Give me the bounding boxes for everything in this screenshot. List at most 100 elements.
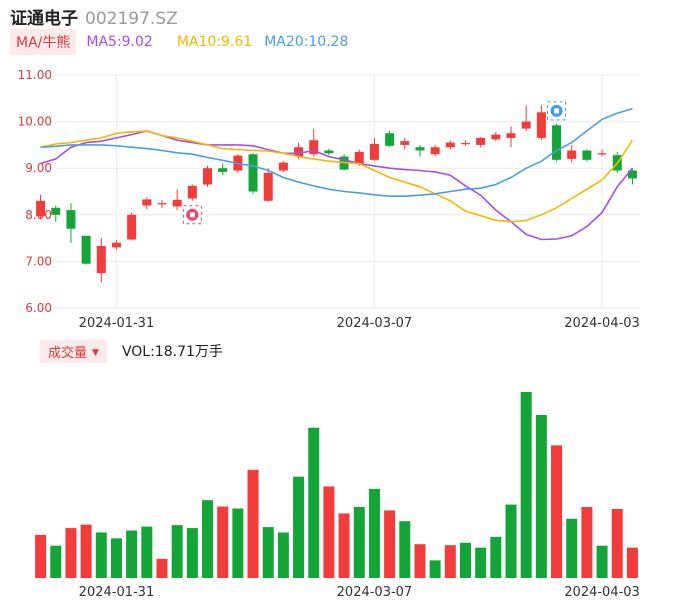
candle-body xyxy=(203,168,213,185)
volume-bar xyxy=(505,504,517,578)
candle-body xyxy=(536,112,546,138)
ma5-legend: MA5:9.02 xyxy=(86,34,153,50)
volume-x-tick-label: 2024-04-03 xyxy=(564,585,640,600)
candle-body xyxy=(430,147,440,155)
volume-bar xyxy=(490,536,502,578)
volume-bar xyxy=(293,476,305,578)
volume-bar xyxy=(247,469,259,578)
volume-bar xyxy=(171,525,183,578)
volume-bar xyxy=(566,518,578,578)
volume-bar xyxy=(186,528,198,578)
volume-bar xyxy=(596,545,608,578)
volume-bar xyxy=(126,530,138,578)
x-tick-label: 2024-01-31 xyxy=(79,316,155,331)
volume-bar xyxy=(551,445,563,578)
volume-bar xyxy=(459,542,471,578)
volume-bar xyxy=(323,486,335,578)
volume-bar xyxy=(50,545,62,578)
candle-body xyxy=(354,151,364,164)
y-tick-label: 10.00 xyxy=(18,115,52,129)
volume-bar xyxy=(308,427,320,578)
candle-body xyxy=(582,150,592,160)
candle-body xyxy=(248,154,258,192)
candle-body xyxy=(51,207,61,215)
x-tick-label: 2024-04-03 xyxy=(564,316,640,331)
volume-bar xyxy=(581,507,593,578)
volume-bar xyxy=(444,545,456,578)
candle-body xyxy=(96,246,106,274)
bear-icon[interactable] xyxy=(182,205,202,225)
volume-bar xyxy=(475,547,487,578)
volume-indicator-tab[interactable]: 成交量 ▼ xyxy=(40,339,107,363)
volume-bar xyxy=(399,521,411,578)
stock-code: 002197.SZ xyxy=(85,9,178,29)
volume-legend-row: 成交量 ▼ VOL:18.71万手 xyxy=(40,339,223,363)
volume-bar xyxy=(338,513,350,578)
y-tick-label: 11.00 xyxy=(18,68,52,82)
y-tick-label: 6.00 xyxy=(25,301,52,315)
volume-bar xyxy=(429,560,441,578)
candle-body xyxy=(324,150,334,154)
volume-x-tick-label: 2024-01-31 xyxy=(79,585,155,600)
bull-icon[interactable] xyxy=(547,101,567,121)
candle-body xyxy=(369,143,379,160)
candle-body xyxy=(385,133,395,146)
ma10-legend: MA10:9.61 xyxy=(176,34,253,50)
volume-bar xyxy=(65,528,77,578)
volume-bar xyxy=(262,527,274,578)
ma-legend-row: MA/牛熊 MA5:9.02 MA10:9.61 MA20:10.28 xyxy=(10,29,348,55)
candle-body xyxy=(597,153,607,155)
candle-body xyxy=(157,203,167,205)
volume-bar xyxy=(232,508,244,578)
candle-body xyxy=(127,214,137,240)
candle-body xyxy=(506,133,516,138)
volume-bar xyxy=(95,532,107,578)
volume-bar xyxy=(141,526,153,578)
volume-bar xyxy=(414,544,426,578)
candle-body xyxy=(218,168,228,172)
volume-bar xyxy=(80,524,92,578)
candle-body xyxy=(460,143,470,145)
candle-body xyxy=(415,147,425,151)
candle-body xyxy=(476,137,486,145)
volume-bar xyxy=(202,500,214,578)
candle-body xyxy=(172,199,182,207)
candle-body xyxy=(263,172,273,201)
candle-body xyxy=(278,162,288,171)
candle-body xyxy=(491,134,501,140)
candle-body xyxy=(567,150,577,159)
volume-bar xyxy=(535,415,547,578)
y-tick-label: 7.00 xyxy=(25,254,52,268)
candle-body xyxy=(552,125,562,160)
candle-body xyxy=(81,235,91,264)
volume-bar xyxy=(520,392,532,578)
volume-bar xyxy=(353,507,365,578)
candle-body xyxy=(294,147,304,157)
candle-body xyxy=(142,199,152,206)
candle-body xyxy=(187,185,197,199)
volume-bar xyxy=(217,506,229,578)
candle-body xyxy=(400,141,410,145)
candle-body xyxy=(627,170,637,179)
volume-bar xyxy=(156,558,168,578)
ma5-line xyxy=(40,130,634,241)
stock-name: 证通电子 xyxy=(10,9,78,29)
caret-down-icon: ▼ xyxy=(92,347,99,358)
ma20-line xyxy=(40,107,633,197)
volume-bar xyxy=(626,547,638,578)
candle-body xyxy=(309,140,319,155)
volume-bar xyxy=(110,538,122,578)
y-tick-label: 9.00 xyxy=(25,161,52,175)
x-tick-label: 2024-03-07 xyxy=(337,316,413,331)
volume-value: VOL:18.71万手 xyxy=(121,344,223,360)
volume-bar xyxy=(384,510,396,578)
candle-body xyxy=(521,121,531,129)
ma-indicator-tab[interactable]: MA/牛熊 xyxy=(10,29,77,55)
title-row: 证通电子 002197.SZ xyxy=(10,4,178,29)
candle-body xyxy=(36,200,46,217)
volume-bar xyxy=(611,508,623,578)
candle-body xyxy=(445,142,455,148)
volume-x-tick-label: 2024-03-07 xyxy=(337,585,413,600)
volume-bar xyxy=(35,534,47,578)
